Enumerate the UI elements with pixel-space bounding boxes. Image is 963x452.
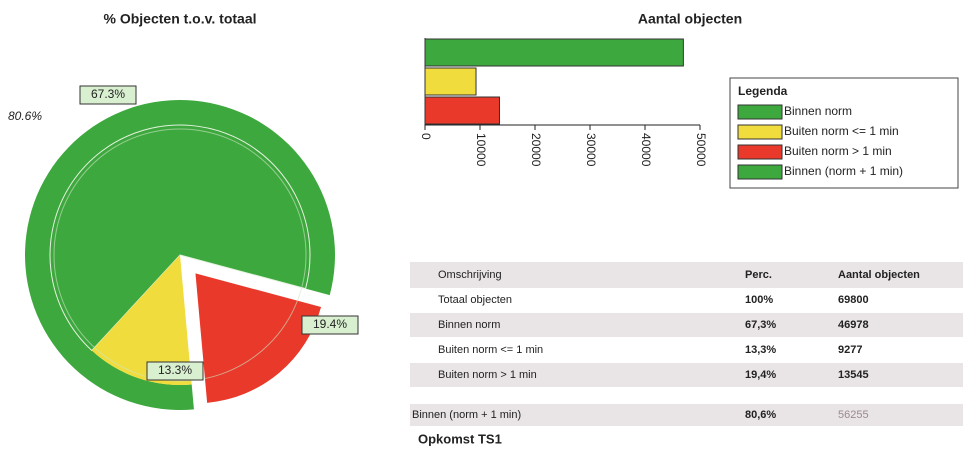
x-tick-label: 50000 — [694, 133, 708, 167]
x-tick-label: 20000 — [529, 133, 543, 167]
pie-slice — [91, 255, 192, 386]
bar — [424, 38, 684, 67]
pie-label: 67.3% — [91, 87, 125, 101]
label-box — [301, 315, 359, 335]
pie-slice — [195, 273, 322, 403]
legend-label: Buiten norm <= 1 min — [784, 124, 899, 138]
table-cell: 19,4% — [745, 369, 776, 381]
summary-cell: 80,6% — [745, 409, 776, 421]
summary-cell: Binnen (norm + 1 min) — [412, 409, 521, 421]
x-tick-label: 30000 — [584, 133, 598, 167]
legend-label: Buiten norm > 1 min — [784, 144, 892, 158]
table-cell: 9277 — [838, 344, 862, 356]
table-cell: Binnen norm — [438, 319, 500, 331]
label-box — [79, 85, 137, 105]
table-cell: Buiten norm > 1 min — [438, 369, 537, 381]
legend-swatch — [737, 124, 783, 140]
summary-cell: 56255 — [838, 409, 869, 421]
table-cell: 67,3% — [745, 319, 776, 331]
table-cell: 46978 — [838, 319, 869, 331]
table-cell: 100% — [745, 294, 773, 306]
table-header: Perc. — [745, 269, 772, 281]
pie-title: % Objecten t.o.v. totaal — [104, 11, 257, 27]
legend-swatch — [737, 164, 783, 180]
ring-line — [53, 128, 307, 382]
pie-slice — [49, 124, 311, 352]
pie-label: 19.4% — [313, 317, 347, 331]
table-cell: Buiten norm <= 1 min — [438, 344, 543, 356]
pie-label: 13.3% — [158, 363, 192, 377]
x-tick-label: 0 — [419, 133, 433, 140]
row-stripe — [410, 313, 963, 337]
table-cell: 13545 — [838, 369, 869, 381]
table-cell: 69800 — [838, 294, 869, 306]
table-header: Aantal objecten — [838, 269, 920, 281]
row-stripe — [410, 363, 963, 387]
x-tick-label: 40000 — [639, 133, 653, 167]
x-tick-label: 10000 — [474, 133, 488, 167]
ring-label: 80.6% — [8, 109, 42, 123]
legend-swatch — [737, 144, 783, 160]
legend-swatch — [737, 104, 783, 120]
table-header: Omschrijving — [438, 269, 502, 281]
row-stripe — [410, 404, 963, 426]
legend-title: Legenda — [738, 84, 788, 98]
legend-label: Binnen (norm + 1 min) — [784, 164, 903, 178]
table-cell: Totaal objecten — [438, 294, 512, 306]
table-header-bg — [410, 262, 963, 288]
table-cell: 13,3% — [745, 344, 776, 356]
bar — [424, 67, 477, 96]
bar — [424, 96, 500, 125]
label-box — [146, 361, 204, 381]
table-footer: Opkomst TS1 — [418, 431, 502, 446]
legend-label: Binnen norm — [784, 104, 852, 118]
bar-title: Aantal objecten — [638, 11, 742, 27]
